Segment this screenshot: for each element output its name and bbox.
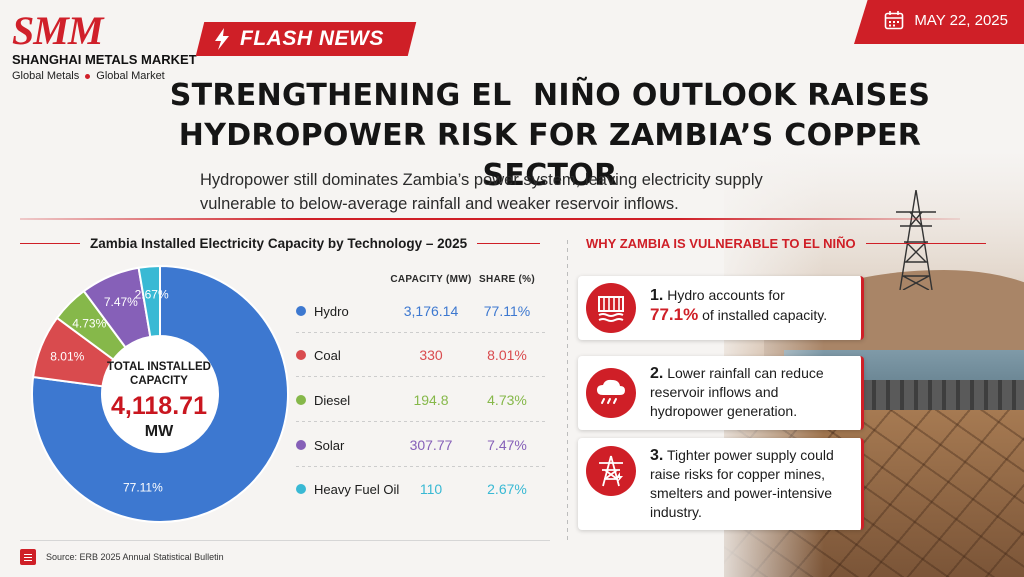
section-divider <box>20 218 960 220</box>
technology-name: Solar <box>314 437 345 453</box>
share-value: 4.73% <box>487 392 527 408</box>
source-text: Source: ERB 2025 Annual Statistical Bull… <box>46 552 224 562</box>
share-value: 7.47% <box>487 437 527 453</box>
chart-title: Zambia Installed Electricity Capacity by… <box>90 236 468 251</box>
technology-name: Hydro <box>314 303 349 319</box>
share-value: 2.67% <box>487 481 527 497</box>
legend-dot <box>296 440 306 450</box>
power-tower-icon <box>586 446 636 496</box>
technology-name: Heavy Fuel Oil <box>314 481 400 497</box>
chart-title-row: Zambia Installed Electricity Capacity by… <box>20 236 540 251</box>
logo-mark: SMM <box>12 8 103 53</box>
panel-divider <box>567 240 568 540</box>
reason-3-number: 3. <box>650 447 664 464</box>
date-text: MAY 22, 2025 <box>914 11 1008 29</box>
legend-dot <box>296 306 306 316</box>
reason-2-line-2: reservoir inflows and <box>650 384 779 400</box>
subhead-line-2: vulnerable to below-average rainfall and… <box>200 195 679 213</box>
share-value: 8.01% <box>487 347 527 363</box>
technology-name: Coal <box>314 347 341 363</box>
row-separator <box>296 421 546 422</box>
brand-name: SHANGHAI METALS MARKET <box>12 52 197 67</box>
legend-dot <box>296 350 306 360</box>
capacity-value: 110 <box>419 481 443 497</box>
why-title: WHY ZAMBIA IS VULNERABLE TO EL NIÑO <box>586 236 856 251</box>
reason-3-text: 3. Tighter power supply could raise risk… <box>650 446 851 522</box>
technology-name: Diesel <box>314 392 351 408</box>
slice-label-heavy-fuel-oil: 2.67% <box>135 287 169 301</box>
center-label-line-1: TOTAL INSTALLED <box>107 361 211 373</box>
reason-card-1: 1. Hydro accounts for 77.1% of installed… <box>578 276 864 340</box>
donut-center-label: TOTAL INSTALLED CAPACITY 4,118.71 MW <box>104 360 214 441</box>
slice-label-coal: 8.01% <box>50 349 84 363</box>
rain-cloud-icon <box>586 368 636 418</box>
capacity-value: 307.77 <box>409 437 453 453</box>
row-separator <box>296 376 546 377</box>
brand-tagline: Global Metals Global Market <box>12 70 212 82</box>
column-header-capacity: CAPACITY (MW) <box>390 274 472 285</box>
row-separator <box>296 466 546 467</box>
donut-hole <box>102 336 218 452</box>
subheadline: Hydropower still dominates Zambia’s powe… <box>200 168 820 216</box>
document-icon <box>20 549 36 565</box>
why-title-rule <box>865 243 986 244</box>
why-title-row: WHY ZAMBIA IS VULNERABLE TO EL NIÑO <box>586 236 986 251</box>
row-separator <box>296 332 546 333</box>
legend-dot <box>296 484 306 494</box>
title-rule-right <box>477 243 540 244</box>
slice-label-diesel: 4.73% <box>72 316 106 330</box>
table-row: Diesel 194.8 4.73% <box>296 389 546 411</box>
title-rule-left <box>20 243 80 244</box>
dam-icon <box>586 283 636 333</box>
column-header-share: SHARE (%) <box>478 274 536 285</box>
reason-1-number: 1. <box>650 287 664 304</box>
table-row: Solar 307.77 7.47% <box>296 434 546 456</box>
total-capacity-value: 4,118.71 <box>111 392 207 420</box>
headline: STRENGTHENING EL NIÑO OUTLOOK RAISES HYD… <box>130 76 970 196</box>
tagline-left: Global Metals <box>12 70 80 82</box>
center-label-line-2: CAPACITY <box>130 375 188 387</box>
table-row: Coal 330 8.01% <box>296 344 546 366</box>
reason-1-text: 1. Hydro accounts for 77.1% of installed… <box>650 286 851 325</box>
reason-3-line-2: raise risks for copper mines, <box>650 466 826 482</box>
reason-2-text: 2. Lower rainfall can reduce reservoir i… <box>650 364 851 421</box>
table-row: Hydro 3,176.14 77.11% <box>296 300 546 322</box>
capacity-value: 330 <box>419 347 443 363</box>
capacity-donut-chart: 77.11% 8.01% 4.73% 7.47%2.67% <box>31 264 289 523</box>
flash-news-label-wrap: FLASH NEWS <box>214 22 384 56</box>
lightning-icon <box>215 28 229 50</box>
total-capacity-unit: MW <box>144 423 174 440</box>
slice-label-hydro: 77.11% <box>123 480 163 494</box>
reason-2-line-1: Lower rainfall can reduce <box>667 365 824 381</box>
legend-dot <box>296 395 306 405</box>
headline-line-2: HYDROPOWER RISK FOR ZAMBIA’S COPPER SECT… <box>178 118 922 193</box>
power-pylon-icon <box>896 190 936 290</box>
capacity-value: 3,176.14 <box>403 303 459 319</box>
tagline-right: Global Market <box>96 70 165 82</box>
dam-landscape-image <box>724 150 1024 577</box>
slice-label-solar: 7.47% <box>104 295 138 309</box>
reason-card-3: 3. Tighter power supply could raise risk… <box>578 438 864 530</box>
capacity-value: 194.8 <box>413 392 449 408</box>
subhead-line-1: Hydropower still dominates Zambia’s powe… <box>200 171 763 189</box>
reason-card-2: 2. Lower rainfall can reduce reservoir i… <box>578 356 864 430</box>
reason-3-line-3: smelters and power-intensive <box>650 485 833 501</box>
reason-1-line-1: Hydro accounts for <box>667 287 785 303</box>
source-footer: Source: ERB 2025 Annual Statistical Bull… <box>20 540 550 565</box>
smm-logo: SMM SHANGHAI METALS MARKET Global Metals… <box>12 8 212 83</box>
calendar-icon <box>885 11 904 30</box>
flash-news-label: FLASH NEWS <box>240 27 384 50</box>
reason-2-number: 2. <box>650 365 664 382</box>
date-badge: MAY 22, 2025 <box>854 0 1024 44</box>
reason-3-line-1: Tighter power supply could <box>666 447 834 463</box>
share-value: 77.11% <box>483 303 531 319</box>
headline-line-1: STRENGTHENING EL NIÑO OUTLOOK RAISES <box>169 78 931 113</box>
reason-1-line-2: of installed capacity. <box>702 307 828 323</box>
reason-1-highlight: 77.1% <box>650 305 699 324</box>
table-row: Heavy Fuel Oil 110 2.67% <box>296 478 546 500</box>
tagline-dot <box>85 73 91 79</box>
reason-3-line-4: industry. <box>650 504 702 520</box>
reason-2-line-3: hydropower generation. <box>650 403 798 419</box>
